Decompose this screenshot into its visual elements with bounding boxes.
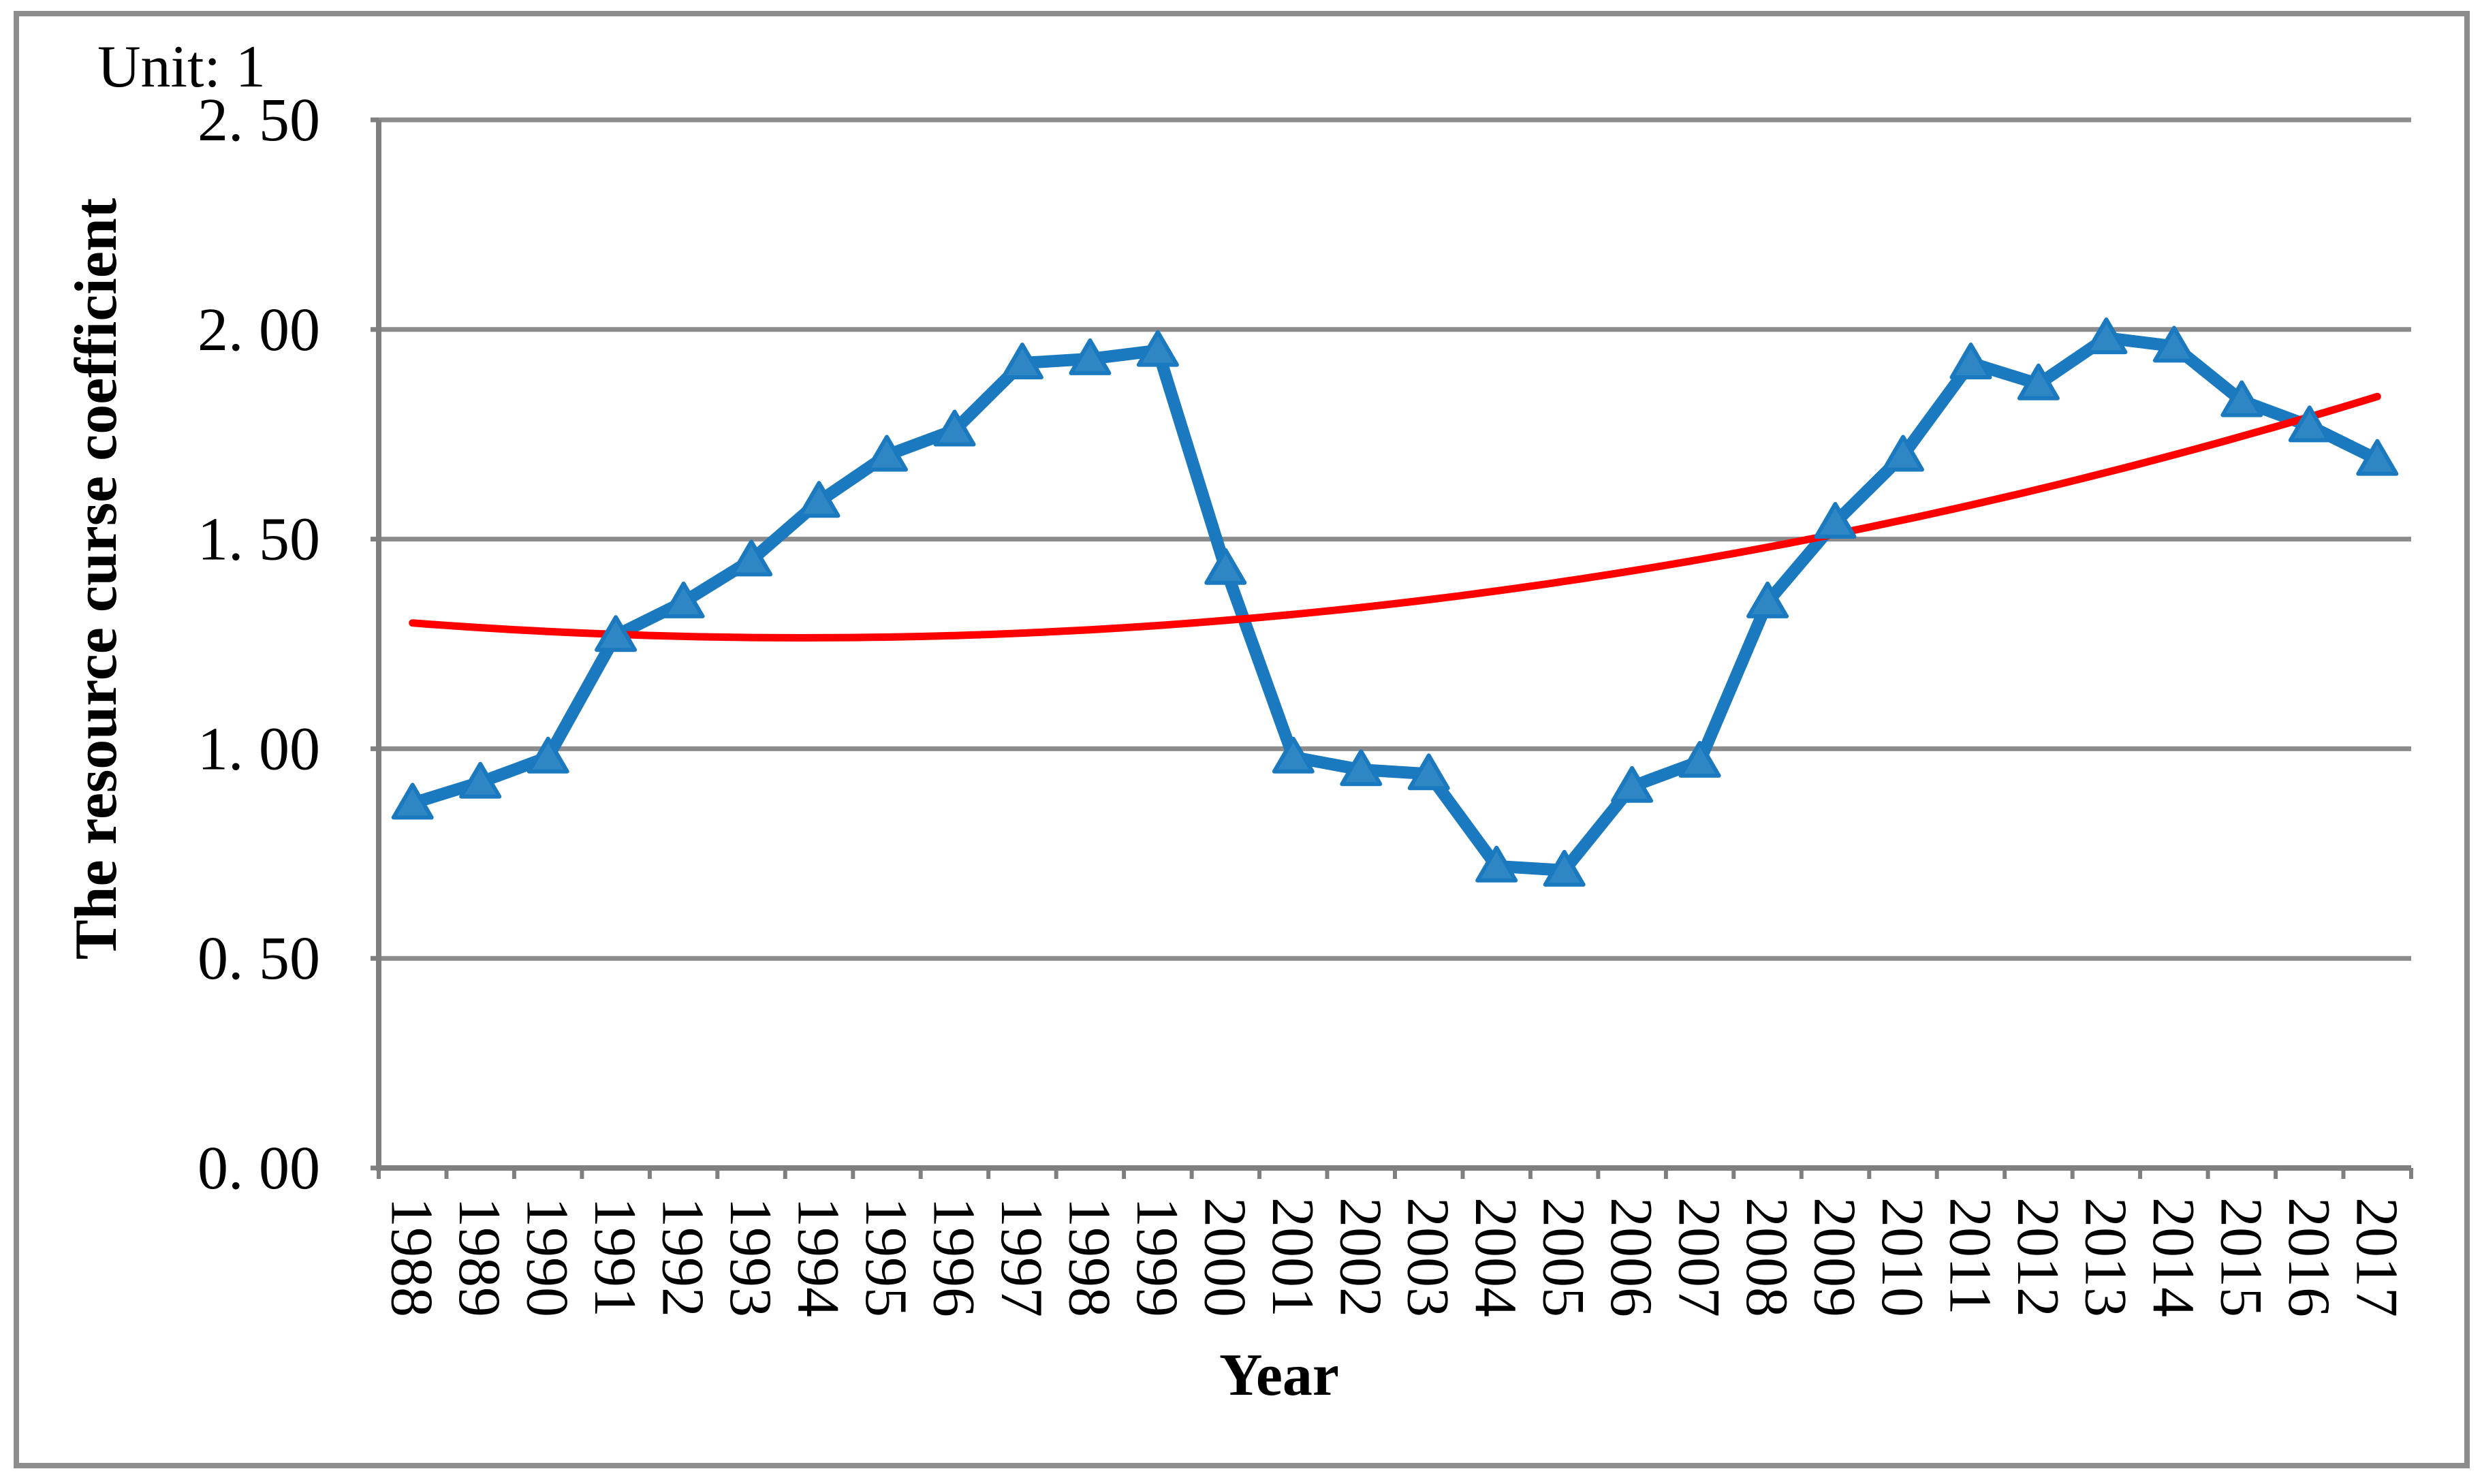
data-marker xyxy=(1407,753,1450,791)
data-marker xyxy=(1814,502,1857,539)
x-tick-label: 2008 xyxy=(1733,1197,1800,1317)
data-marker xyxy=(2356,439,2399,476)
data-marker xyxy=(1272,736,1315,774)
x-tick-label: 2004 xyxy=(1462,1197,1528,1317)
data-marker xyxy=(2085,317,2128,355)
data-marker xyxy=(391,783,434,820)
x-tick-label: 2002 xyxy=(1327,1197,1393,1317)
x-tick-labels: 1988 1989 1990 1991 1992 1993 1994 1995 1996 1997… xyxy=(379,1197,2410,1317)
x-tick-label: 1991 xyxy=(582,1197,648,1317)
data-marker xyxy=(1136,330,1179,367)
x-axis-ticks xyxy=(377,1168,2413,1179)
figure-border xyxy=(14,11,2470,1468)
x-tick-label: 1996 xyxy=(921,1197,987,1317)
x-tick-label: 1997 xyxy=(988,1197,1054,1317)
data-marker xyxy=(1611,765,1654,803)
y-axis-ticks xyxy=(371,117,379,1171)
data-marker xyxy=(662,581,705,618)
data-marker xyxy=(1949,343,1992,379)
x-tick-label: 2016 xyxy=(2276,1197,2342,1317)
data-marker xyxy=(1001,343,1043,379)
data-marker xyxy=(1475,845,1518,883)
data-marker xyxy=(1678,740,1721,778)
x-tick-label: 2005 xyxy=(1530,1197,1597,1317)
y-tick-label: 2. 00 xyxy=(198,296,320,364)
trendline xyxy=(409,392,2381,642)
data-marker xyxy=(595,615,638,652)
gridlines xyxy=(379,117,2411,961)
x-tick-label: 1998 xyxy=(1056,1197,1122,1317)
data-marker xyxy=(2017,363,2060,400)
x-tick-label: 2003 xyxy=(1395,1197,1461,1317)
data-marker xyxy=(730,539,773,577)
y-tick-label: 1. 50 xyxy=(198,506,320,573)
x-tick-label: 2013 xyxy=(2072,1197,2138,1317)
x-tick-label: 2001 xyxy=(1259,1197,1325,1317)
x-tick-label: 2014 xyxy=(2140,1197,2206,1317)
x-tick-label: 2015 xyxy=(2208,1197,2274,1317)
y-axis-title: The resource curse coefficient xyxy=(63,198,129,960)
x-tick-label: 2007 xyxy=(1666,1197,1732,1317)
x-tick-label: 1988 xyxy=(379,1197,445,1317)
data-marker xyxy=(1340,749,1383,787)
data-marker xyxy=(1882,435,1924,472)
x-tick-label: 2009 xyxy=(1802,1197,1868,1317)
x-tick-label: 1992 xyxy=(650,1197,716,1317)
data-marker xyxy=(2152,326,2195,363)
x-axis-title: Year xyxy=(1219,1342,1339,1408)
x-tick-label: 2000 xyxy=(1191,1197,1257,1317)
series-markers xyxy=(391,317,2399,887)
x-tick-label: 1989 xyxy=(446,1197,512,1317)
y-tick-labels: 0. 00 0. 50 1. 00 1. 50 2. 00 2. 50 xyxy=(198,86,320,1202)
data-marker xyxy=(2288,405,2331,443)
data-marker xyxy=(1746,581,1789,618)
y-tick-label: 0. 00 xyxy=(198,1135,320,1202)
data-marker xyxy=(933,409,976,447)
x-tick-label: 2011 xyxy=(1937,1197,2003,1315)
data-marker xyxy=(459,761,502,799)
data-marker xyxy=(1069,338,1112,375)
x-tick-label: 2012 xyxy=(2005,1197,2071,1317)
data-marker xyxy=(527,736,569,774)
x-tick-label: 2006 xyxy=(1598,1197,1664,1317)
x-tick-label: 1994 xyxy=(785,1197,851,1317)
x-tick-label: 1990 xyxy=(514,1197,580,1317)
x-tick-label: 1993 xyxy=(717,1197,783,1317)
x-tick-label: 1995 xyxy=(853,1197,919,1317)
y-tick-label: 1. 00 xyxy=(198,715,320,783)
data-marker xyxy=(1204,548,1247,585)
x-tick-label: 2010 xyxy=(1869,1197,1935,1317)
data-marker xyxy=(798,481,841,518)
data-marker xyxy=(1543,849,1586,887)
data-marker xyxy=(2220,380,2263,417)
unit-label: Unit: 1 xyxy=(97,34,266,100)
data-marker xyxy=(866,435,908,472)
x-tick-label: 1999 xyxy=(1124,1197,1190,1317)
x-tick-label: 2017 xyxy=(2343,1197,2409,1317)
y-tick-label: 2. 50 xyxy=(198,86,320,154)
y-tick-label: 0. 50 xyxy=(198,925,320,992)
